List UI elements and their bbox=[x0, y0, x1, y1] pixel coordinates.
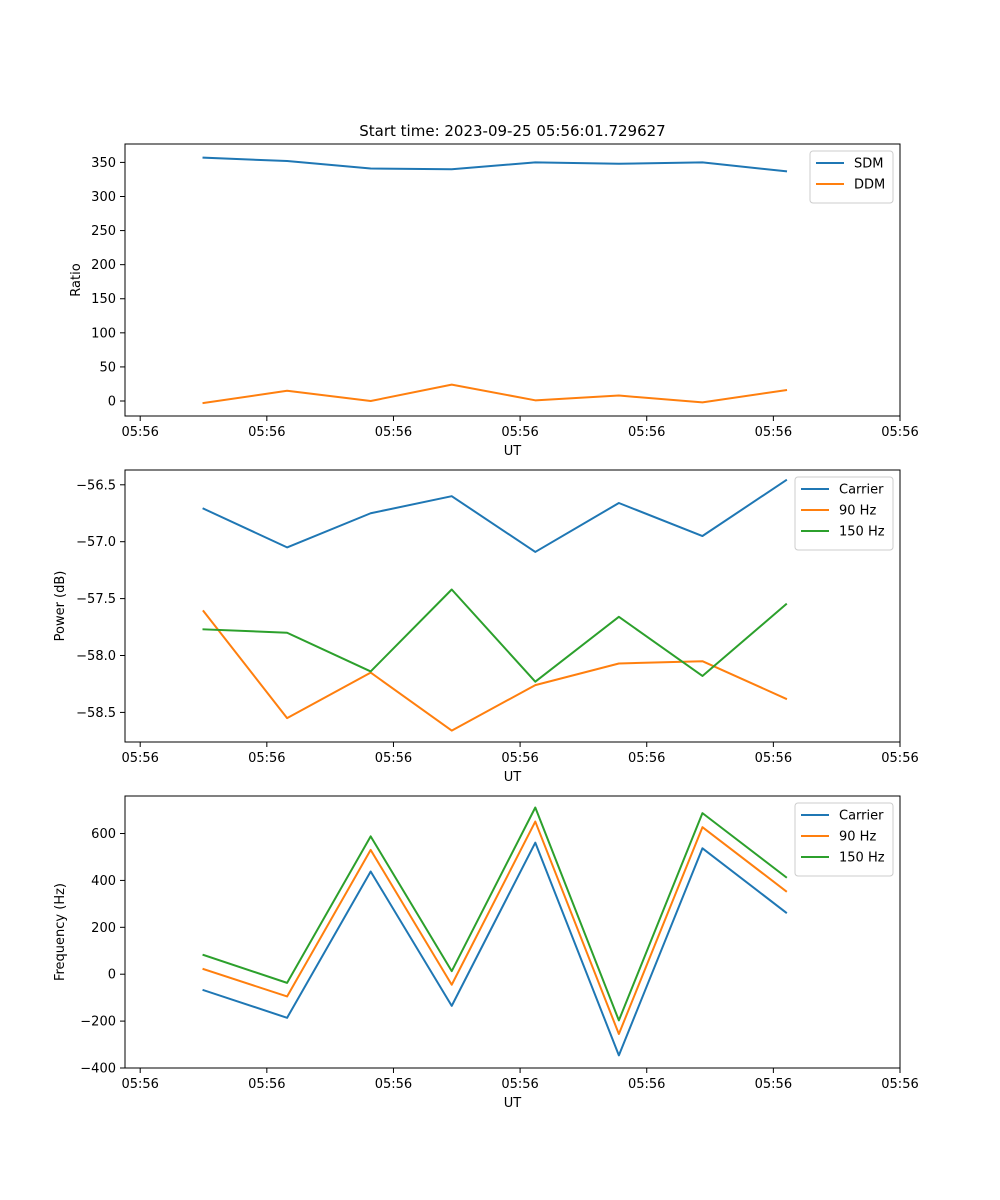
legend-label: DDM bbox=[854, 178, 885, 193]
chart-panel-2: 05:56 05:56 05:56 05:56 05:56 05:56 05:56 UT −58… bbox=[53, 469, 919, 785]
series-line-150-hz bbox=[202, 588, 788, 683]
y-tick-label: 250 bbox=[91, 224, 116, 239]
x-tick-label: 05:56 bbox=[881, 425, 918, 440]
x-tick-label: 05:56 bbox=[375, 751, 412, 766]
x-tick-label: 05:56 bbox=[121, 751, 158, 766]
x-axis-label: UT bbox=[504, 444, 522, 459]
series-line-90-hz bbox=[202, 609, 788, 732]
x-axis-label: UT bbox=[504, 770, 522, 785]
x-tick-label: 05:56 bbox=[375, 1077, 412, 1092]
y-tick-label: −57.5 bbox=[76, 592, 116, 607]
legend: Carrier 90 Hz 150 Hz bbox=[794, 476, 894, 551]
y-tick-label: 200 bbox=[91, 921, 116, 936]
x-tick-label: 05:56 bbox=[628, 1077, 665, 1092]
y-tick-label: −56.5 bbox=[76, 478, 116, 493]
x-tick-label: 05:56 bbox=[881, 751, 918, 766]
y-tick-label: −58.0 bbox=[76, 649, 116, 664]
y-tick-label: −200 bbox=[80, 1015, 116, 1030]
x-tick-label: 05:56 bbox=[248, 751, 285, 766]
series-line-carrier bbox=[202, 478, 788, 553]
y-tick-label: 50 bbox=[99, 360, 116, 375]
chart-title: Start time: 2023-09-25 05:56:01.729627 bbox=[359, 122, 665, 140]
y-tick-label: 400 bbox=[91, 874, 116, 889]
axes-frame bbox=[124, 469, 901, 743]
y-tick-label: 100 bbox=[91, 326, 116, 341]
series-line-150-hz bbox=[202, 806, 788, 1022]
x-tick-label: 05:56 bbox=[755, 1077, 792, 1092]
chart-panels: Start time: 2023-09-25 05:56:01.72962705… bbox=[53, 122, 919, 1111]
series-line-90-hz bbox=[202, 820, 788, 1035]
x-tick-label: 05:56 bbox=[501, 751, 538, 766]
chart-panel-1: Start time: 2023-09-25 05:56:01.72962705… bbox=[69, 122, 919, 459]
y-tick-label: −58.5 bbox=[76, 706, 116, 721]
series-line-ddm bbox=[202, 383, 788, 405]
chart-panel-3: 05:56 05:56 05:56 05:56 05:56 05:56 05:56 UT −40… bbox=[53, 795, 919, 1111]
x-tick-label: 05:56 bbox=[121, 425, 158, 440]
y-axis-label: Power (dB) bbox=[53, 571, 68, 642]
x-tick-label: 05:56 bbox=[628, 751, 665, 766]
legend-label: 90 Hz bbox=[839, 504, 876, 519]
y-tick-label: −400 bbox=[80, 1062, 116, 1077]
series-line-sdm bbox=[202, 156, 788, 173]
x-tick-label: 05:56 bbox=[501, 425, 538, 440]
x-tick-label: 05:56 bbox=[881, 1077, 918, 1092]
y-tick-label: 300 bbox=[91, 190, 116, 205]
y-tick-label: −57.0 bbox=[76, 535, 116, 550]
x-tick-label: 05:56 bbox=[755, 751, 792, 766]
legend-label: 150 Hz bbox=[839, 525, 885, 540]
x-tick-label: 05:56 bbox=[628, 425, 665, 440]
legend-label: Carrier bbox=[839, 483, 884, 498]
x-tick-label: 05:56 bbox=[375, 425, 412, 440]
legend-label: 150 Hz bbox=[839, 851, 885, 866]
y-tick-label: 0 bbox=[108, 395, 116, 410]
x-tick-label: 05:56 bbox=[121, 1077, 158, 1092]
legend-label: 90 Hz bbox=[839, 830, 876, 845]
axes-frame bbox=[124, 143, 901, 417]
series-line-carrier bbox=[202, 841, 788, 1057]
x-tick-label: 05:56 bbox=[248, 425, 285, 440]
y-axis-label: Frequency (Hz) bbox=[53, 883, 68, 981]
x-tick-label: 05:56 bbox=[248, 1077, 285, 1092]
axes-frame bbox=[124, 795, 901, 1069]
y-tick-label: 200 bbox=[91, 258, 116, 273]
x-tick-label: 05:56 bbox=[501, 1077, 538, 1092]
y-axis-label: Ratio bbox=[69, 263, 84, 296]
y-tick-label: 150 bbox=[91, 292, 116, 307]
legend: Carrier 90 Hz 150 Hz bbox=[794, 802, 894, 877]
y-tick-label: 0 bbox=[108, 968, 116, 983]
y-tick-label: 350 bbox=[91, 156, 116, 171]
x-tick-label: 05:56 bbox=[755, 425, 792, 440]
legend-label: Carrier bbox=[839, 809, 884, 824]
y-tick-label: 600 bbox=[91, 827, 116, 842]
legend-label: SDM bbox=[854, 157, 883, 172]
x-axis-label: UT bbox=[504, 1096, 522, 1111]
legend: SDM DDM bbox=[809, 150, 894, 204]
